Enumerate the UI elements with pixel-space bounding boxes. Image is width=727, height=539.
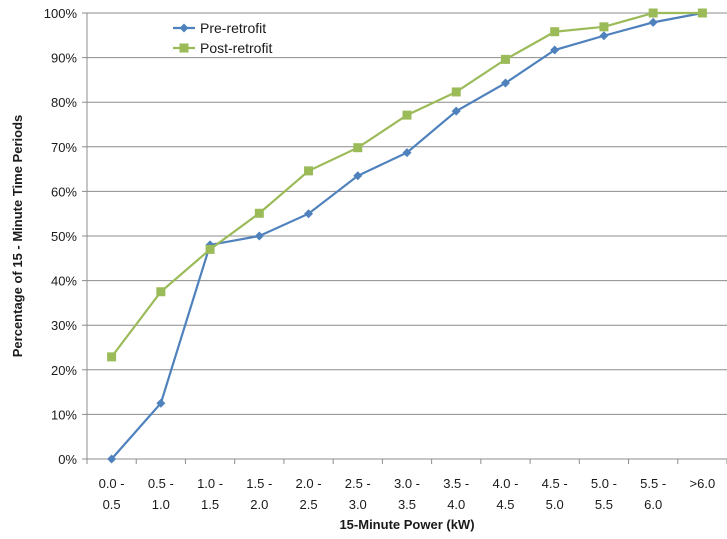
data-point	[451, 87, 461, 97]
x-axis-ticks: 0.0 -0.5 0.5 -1.0 1.0 -1.5 1.5 -2.0 2.0 -2.5…	[99, 476, 716, 512]
y-tick-label: 100%	[44, 6, 78, 21]
x-tick-label: 4.0 -4.5	[492, 476, 518, 512]
data-point	[451, 106, 461, 116]
x-tick-label: 2.0 -2.5	[296, 476, 322, 512]
data-point	[648, 8, 658, 18]
y-tick-label: 60%	[51, 184, 77, 199]
data-point	[648, 17, 658, 27]
y-tick-label: 0%	[58, 452, 77, 467]
data-point	[156, 398, 166, 408]
y-tick-label: 50%	[51, 229, 77, 244]
data-point	[402, 148, 412, 158]
data-point	[107, 454, 117, 464]
x-tick-label: 3.5 -4.0	[443, 476, 469, 512]
x-tick-label: 1.5 -2.0	[246, 476, 272, 512]
legend-label: Post-retrofit	[200, 40, 272, 56]
y-tick-label: 80%	[51, 95, 77, 110]
series-post-retrofit	[107, 8, 707, 362]
x-tick-label: 0.0 -0.5	[99, 476, 125, 512]
data-point	[304, 209, 314, 219]
legend-marker	[179, 43, 189, 53]
data-point	[353, 143, 363, 153]
data-point	[353, 171, 363, 181]
legend-item: Post-retrofit	[173, 40, 272, 56]
legend: Pre-retrofit Post-retrofit	[173, 20, 272, 56]
x-tick-label: >6.0	[690, 476, 716, 491]
data-point	[107, 352, 117, 362]
x-tick-label: 5.5 -6.0	[640, 476, 666, 512]
y-axis-title: Percentage of 15 - Minute Time Periods	[10, 115, 25, 358]
series-line	[110, 11, 703, 358]
data-point	[500, 78, 510, 88]
axes	[82, 12, 727, 464]
y-axis-ticks: 0% 10% 20% 30% 40% 50% 60% 70% 80% 90% 100%	[44, 6, 78, 467]
y-tick-label: 30%	[51, 318, 77, 333]
x-tick-label: 4.5 -5.0	[542, 476, 568, 512]
y-tick-label: 70%	[51, 140, 77, 155]
legend-item: Pre-retrofit	[173, 20, 266, 36]
data-point	[550, 45, 560, 55]
data-point	[697, 8, 707, 18]
data-point	[156, 287, 166, 297]
data-point	[402, 110, 412, 120]
x-tick-label: 3.0 -3.5	[394, 476, 420, 512]
y-tick-label: 10%	[51, 407, 77, 422]
data-point	[550, 27, 560, 37]
data-point	[254, 208, 264, 218]
legend-marker	[179, 23, 189, 33]
x-tick-label: 0.5 -1.0	[148, 476, 174, 512]
gridlines	[87, 12, 727, 415]
y-tick-label: 20%	[51, 363, 77, 378]
data-point	[599, 22, 609, 32]
y-tick-label: 90%	[51, 51, 77, 66]
x-tick-label: 5.0 -5.5	[591, 476, 617, 512]
legend-label: Pre-retrofit	[200, 20, 266, 36]
series-group	[107, 8, 707, 464]
data-point	[254, 231, 264, 241]
y-tick-label: 40%	[51, 274, 77, 289]
data-point	[500, 54, 510, 64]
x-axis-title: 15-Minute Power (kW)	[339, 517, 474, 532]
x-tick-label: 2.5 -3.0	[345, 476, 371, 512]
data-point	[205, 244, 215, 254]
data-point	[304, 166, 314, 176]
data-point	[599, 31, 609, 41]
x-tick-label: 1.0 -1.5	[197, 476, 223, 512]
